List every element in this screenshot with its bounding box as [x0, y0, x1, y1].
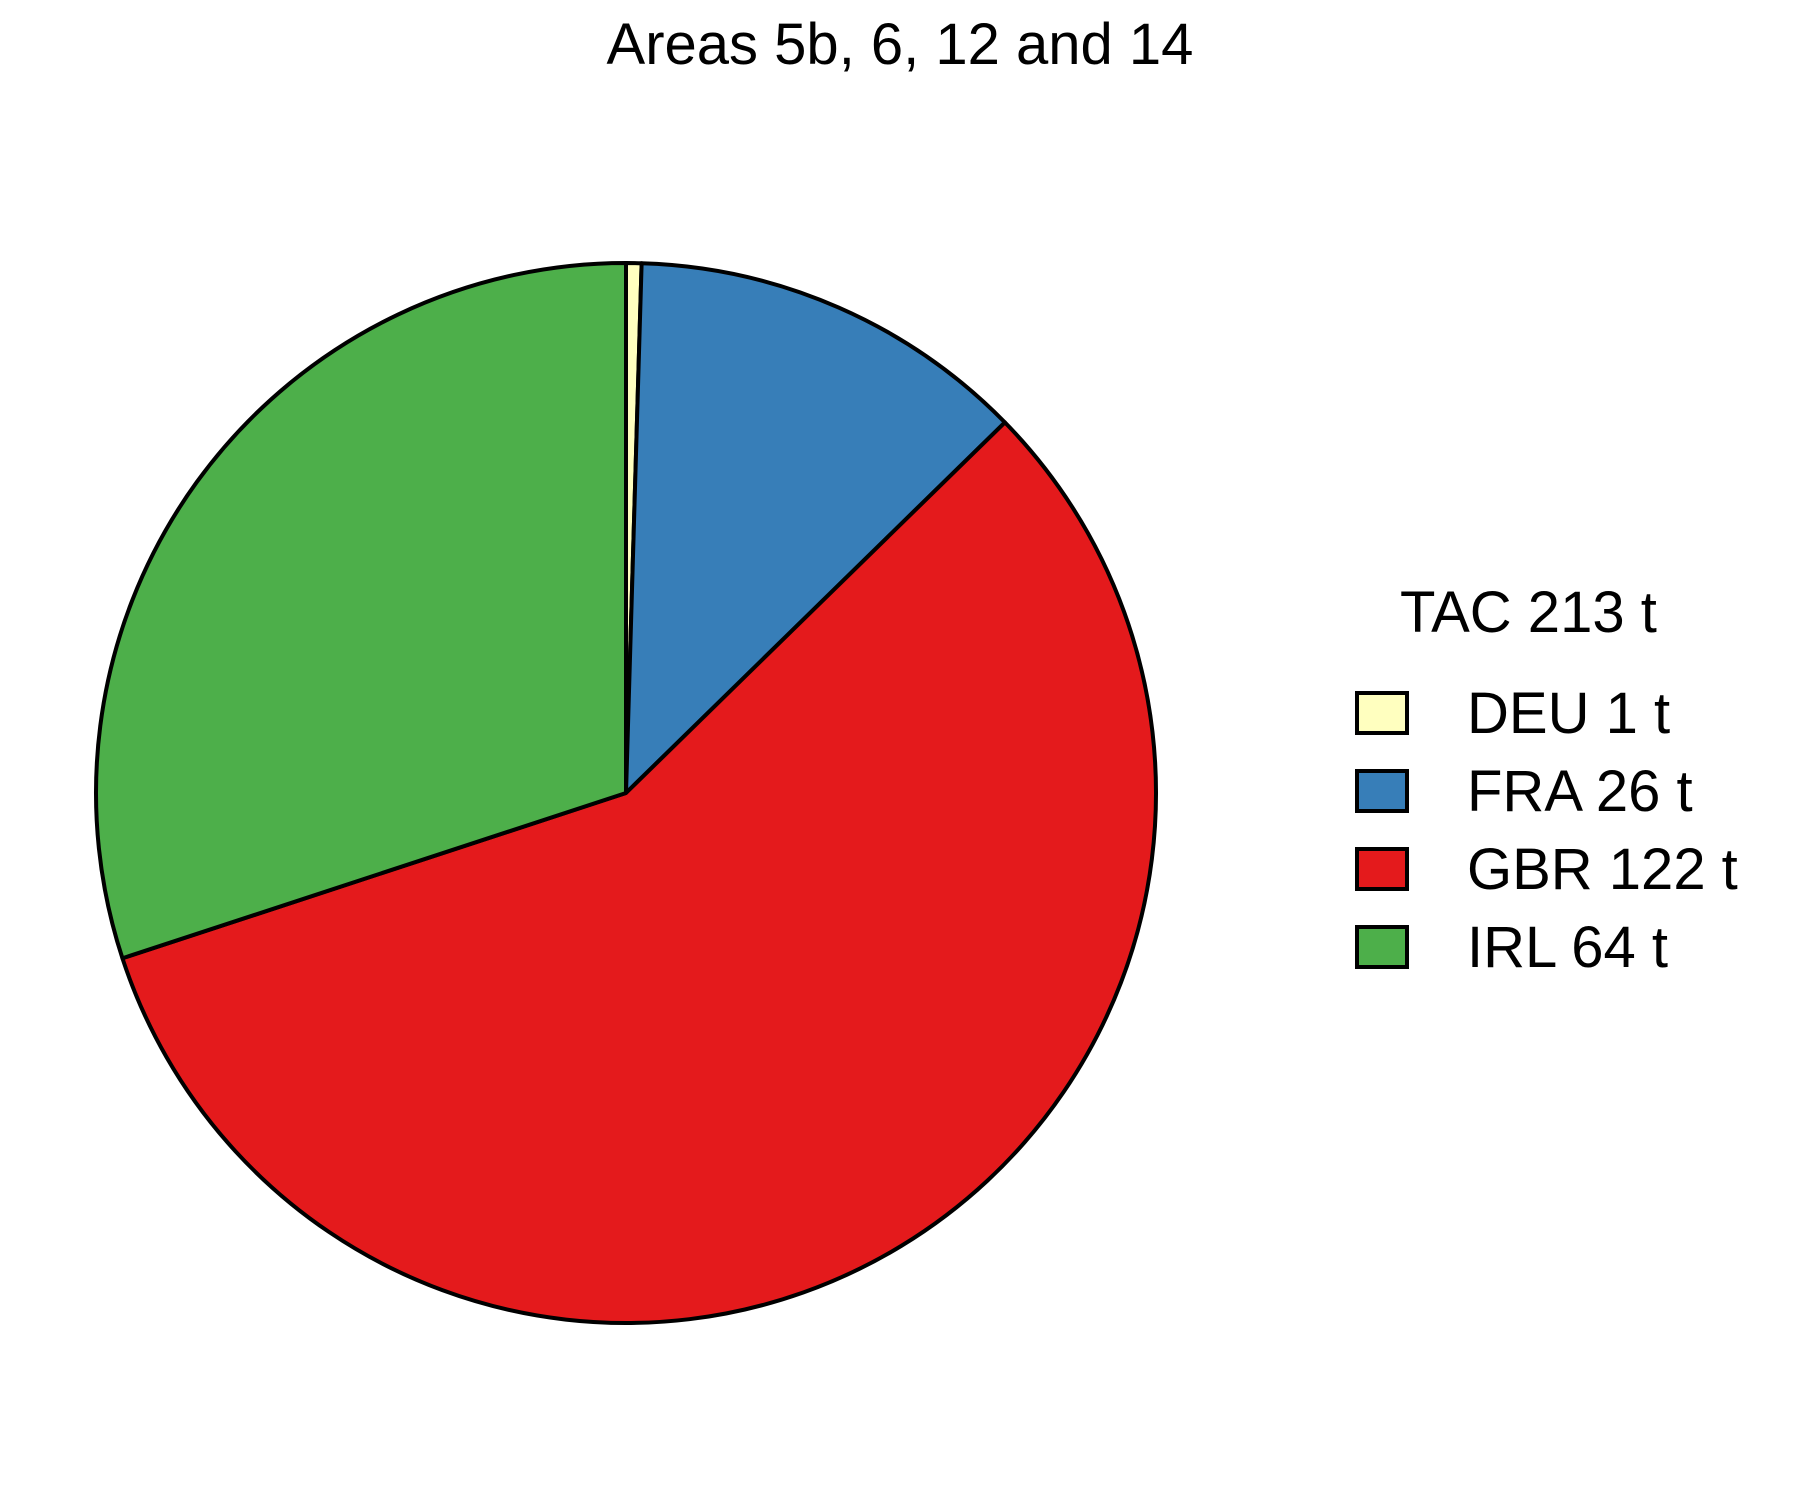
- legend-label-deu: DEU 1 t: [1467, 681, 1670, 746]
- legend-label-fra: FRA 26 t: [1467, 759, 1693, 824]
- legend-label-irl: IRL 64 t: [1467, 915, 1668, 980]
- legend-label-gbr: GBR 122 t: [1467, 837, 1738, 902]
- legend: DEU 1 t FRA 26 t GBR 122 t IRL 64 t: [1355, 681, 1738, 980]
- chart-title: Areas 5b, 6, 12 and 14: [607, 12, 1194, 77]
- pie-slices: [94, 260, 1158, 1325]
- legend-swatch-irl: [1355, 925, 1409, 969]
- legend-swatch-fra: [1355, 769, 1409, 813]
- pie-slice-irl: [94, 261, 628, 961]
- legend-swatch-deu: [1355, 691, 1409, 735]
- pie-slice-fra: [624, 261, 1007, 795]
- legend-title: TAC 213 t: [1400, 580, 1657, 645]
- pie-slice-gbr: [120, 420, 1158, 1325]
- legend-swatch-gbr: [1355, 847, 1409, 891]
